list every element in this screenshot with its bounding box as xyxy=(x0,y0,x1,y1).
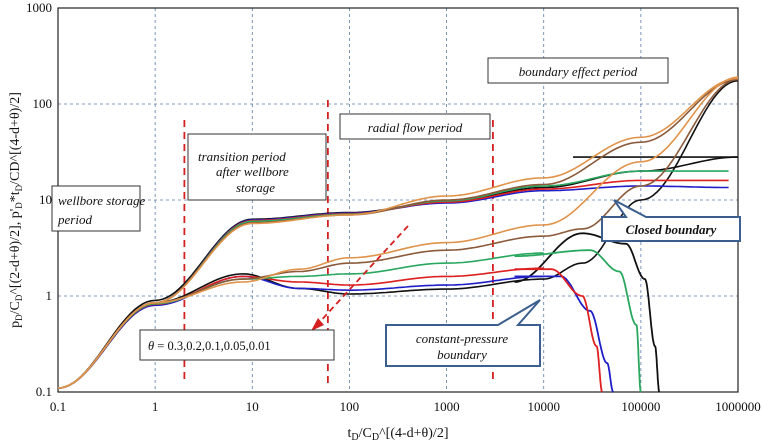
tick-labels: 0.1 1 10 100 1000 10000 100000 1000000 0.1 1 10 100… xyxy=(26,0,761,414)
pressure-curve xyxy=(57,77,739,389)
x-tick-label: 1000000 xyxy=(715,399,761,414)
callout-closed-boundary: Closed boundary xyxy=(601,199,741,242)
x-tick-label: 0.1 xyxy=(50,399,66,414)
x-tick-label: 10000 xyxy=(527,399,560,414)
svg-text:transition period: transition period xyxy=(198,149,286,164)
derivative-curve xyxy=(57,76,739,389)
svg-text:constant-pressure: constant-pressure xyxy=(416,331,508,346)
callout-constant-pressure: constant-pressure boundary xyxy=(385,299,541,367)
svg-text:wellbore storage: wellbore storage xyxy=(58,193,145,208)
y-tick-label: 1 xyxy=(46,288,53,303)
svg-text:radial flow period: radial flow period xyxy=(368,120,463,135)
svg-text:θ = 0.3,0.2,0.1,0.05,0.0: θ = 0.3,0.2,0.1,0.05,0.01 xyxy=(148,339,271,353)
series-curves xyxy=(57,76,739,393)
x-tick-label: 1000 xyxy=(434,399,460,414)
x-tick-label: 100000 xyxy=(621,399,660,414)
x-tick-label: 1 xyxy=(152,399,159,414)
y-tick-label: 1000 xyxy=(26,0,52,15)
series-orange xyxy=(57,76,739,389)
svg-text:period: period xyxy=(57,212,92,227)
x-tick-label: 10 xyxy=(246,399,259,414)
constant-pressure-derivative-curve xyxy=(514,249,642,393)
constant-pressure-derivative-curve xyxy=(514,268,603,393)
y-axis-title: pD/CD^[(2-d+θ)/2], p'D*tD/CD^[(4-d+θ)/2] xyxy=(8,92,24,328)
y-tick-label: 100 xyxy=(33,96,53,111)
svg-text:boundary effect period: boundary effect period xyxy=(519,64,638,79)
constant-pressure-derivative-curve xyxy=(514,232,661,393)
annotation-radial-flow: radial flow period xyxy=(339,113,491,140)
svg-text:storage: storage xyxy=(236,180,275,195)
theta-legend: θ = 0.3,0.2,0.1,0.05,0.01 xyxy=(139,225,409,361)
annotation-transition-period: transition period after wellbore storage xyxy=(187,133,327,201)
x-tick-label: 100 xyxy=(340,399,360,414)
constant-pressure-derivative-curve xyxy=(514,275,614,393)
derivative-curve xyxy=(57,78,739,389)
svg-text:Closed boundary: Closed boundary xyxy=(626,222,717,237)
annotation-boundary-effect: boundary effect period xyxy=(487,57,669,84)
x-axis-title: tD/CD^[(4-d+θ)/2] xyxy=(348,426,449,443)
theta-arrow xyxy=(315,225,409,327)
annotation-wellbore-storage: wellbore storage period xyxy=(51,185,145,232)
y-tick-label: 0.1 xyxy=(36,384,52,399)
y-tick-label: 10 xyxy=(39,192,52,207)
derivative-curve xyxy=(57,275,544,389)
derivative-curve xyxy=(57,252,544,389)
svg-text:boundary: boundary xyxy=(437,347,487,362)
svg-text:after wellbore: after wellbore xyxy=(216,164,289,179)
theta-arrow-head xyxy=(311,318,324,331)
